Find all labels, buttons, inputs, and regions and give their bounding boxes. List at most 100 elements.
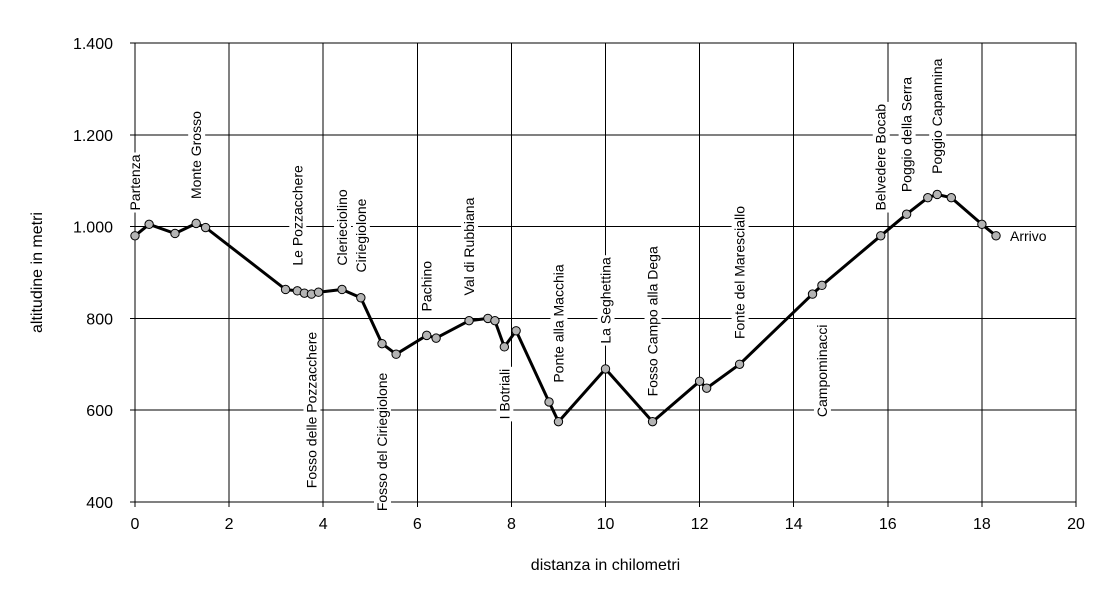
annotation-background <box>127 152 144 213</box>
annotation-text: Fonte del Maresciallo <box>732 206 748 339</box>
data-point <box>391 349 401 359</box>
annotation-label: Fosso delle Pozzacchere <box>303 329 321 491</box>
data-point <box>313 287 324 297</box>
annotation-label: Poggio della Serra <box>898 74 916 195</box>
annotation-background <box>929 56 947 176</box>
annotation-background <box>898 74 916 195</box>
data-point <box>701 383 712 393</box>
annotation-label: Ciriegiolone <box>352 196 370 275</box>
annotation-label: I Botriali <box>496 366 514 422</box>
annotation-text: Val di Rubbiana <box>461 197 477 295</box>
annotation-text: Monte Grosso <box>188 111 204 199</box>
annotation-text: Le Pozzacchere <box>289 165 305 266</box>
y-tick-label: 1.400 <box>73 36 113 53</box>
data-point <box>464 315 474 326</box>
y-tick-label: 1.200 <box>73 128 113 145</box>
annotation-text: Clerieciolino <box>334 189 350 265</box>
annotation-text: Partenza <box>127 154 143 210</box>
data-point <box>280 284 291 295</box>
annotation-background <box>872 101 890 213</box>
annotation-text: Poggio della Serra <box>899 77 915 192</box>
data-point <box>130 231 140 241</box>
y-axis-title: altitudine in metri <box>29 212 46 333</box>
annotation-label: Fosso Campo alla Dega <box>644 244 662 399</box>
annotation-text: Pachino <box>419 261 435 312</box>
annotation-background <box>352 196 370 275</box>
x-tick-labels: 0 2 4 6 8 10 12 14 16 18 20 <box>131 516 1085 533</box>
data-point <box>337 284 347 295</box>
annotation-label: Poggio Capannina <box>929 56 947 176</box>
data-point <box>170 228 180 239</box>
annotation-text: Belvedere Bocab <box>873 104 889 211</box>
data-point <box>490 315 500 326</box>
annotation-text: I Botriali <box>496 369 512 420</box>
y-tick-labels: 400 600 800 1.000 1.200 1.400 <box>73 36 113 512</box>
annotation-label: Arrivo <box>1007 227 1050 245</box>
y-tick-label: 400 <box>86 495 113 512</box>
annotation-label: Le Pozzacchere <box>289 163 307 268</box>
x-axis-title: distanza in chilometri <box>531 557 680 574</box>
x-tick-label: 10 <box>597 516 615 533</box>
y-tick-label: 800 <box>86 311 113 328</box>
annotation-label: Fosso del Ciriegiolone <box>374 370 392 514</box>
data-point <box>544 397 554 407</box>
data-point <box>923 192 933 203</box>
data-point <box>977 219 987 230</box>
data-point <box>817 280 827 291</box>
annotation-background <box>597 255 615 346</box>
data-point <box>191 218 201 229</box>
data-point <box>422 330 432 341</box>
data-point <box>807 289 818 299</box>
annotation-text: Arrivo <box>1010 228 1047 244</box>
annotation-background <box>550 262 568 385</box>
annotation-text: Campominacci <box>814 324 830 417</box>
annotation-background <box>418 258 436 314</box>
annotation-background <box>731 203 749 342</box>
data-point <box>377 338 387 349</box>
annotation-background <box>289 163 307 268</box>
annotation-label: Ponte alla Macchia <box>550 262 568 385</box>
data-point <box>901 209 912 219</box>
annotation-text: Poggio Capannina <box>929 58 945 173</box>
data-point <box>694 376 705 386</box>
x-tick-label: 8 <box>507 516 516 533</box>
series-altitude <box>130 189 1001 427</box>
data-point <box>647 416 658 427</box>
annotation-label: Clerieciolino <box>334 187 352 268</box>
data-point <box>876 231 886 241</box>
data-point <box>600 364 611 374</box>
annotation-background <box>334 187 352 268</box>
data-point <box>144 219 154 230</box>
data-point <box>991 231 1001 241</box>
annotation-label: Fonte del Maresciallo <box>731 203 749 342</box>
x-tick-label: 12 <box>691 516 709 533</box>
annotation-background <box>188 109 206 202</box>
annotation-label: Belvedere Bocab <box>872 101 890 213</box>
data-point <box>553 416 564 427</box>
y-tick-label: 1.000 <box>73 220 113 237</box>
x-tick-label: 0 <box>131 516 140 533</box>
annotation-label: Pachino <box>418 258 436 314</box>
x-tick-label: 6 <box>413 516 422 533</box>
annotation-background <box>461 195 479 298</box>
x-tick-label: 16 <box>879 516 897 533</box>
annotation-label: Partenza <box>127 152 144 213</box>
x-tick-label: 4 <box>319 516 328 533</box>
annotation-text: Fosso Campo alla Dega <box>645 246 661 396</box>
data-point <box>734 359 745 369</box>
data-point <box>431 333 441 343</box>
annotation-label: Monte Grosso <box>188 109 206 202</box>
annotation-background <box>374 370 392 514</box>
data-point <box>946 192 957 203</box>
x-tick-label: 2 <box>225 516 234 533</box>
data-point <box>356 293 366 303</box>
axes <box>130 42 1077 507</box>
y-tick-label: 600 <box>86 403 113 420</box>
data-point <box>200 222 211 233</box>
annotation-background <box>1007 227 1050 245</box>
data-point <box>511 326 521 336</box>
data-point <box>499 342 510 352</box>
annotation-label: Val di Rubbiana <box>461 195 479 298</box>
annotation-text: Ciriegiolone <box>353 198 369 272</box>
